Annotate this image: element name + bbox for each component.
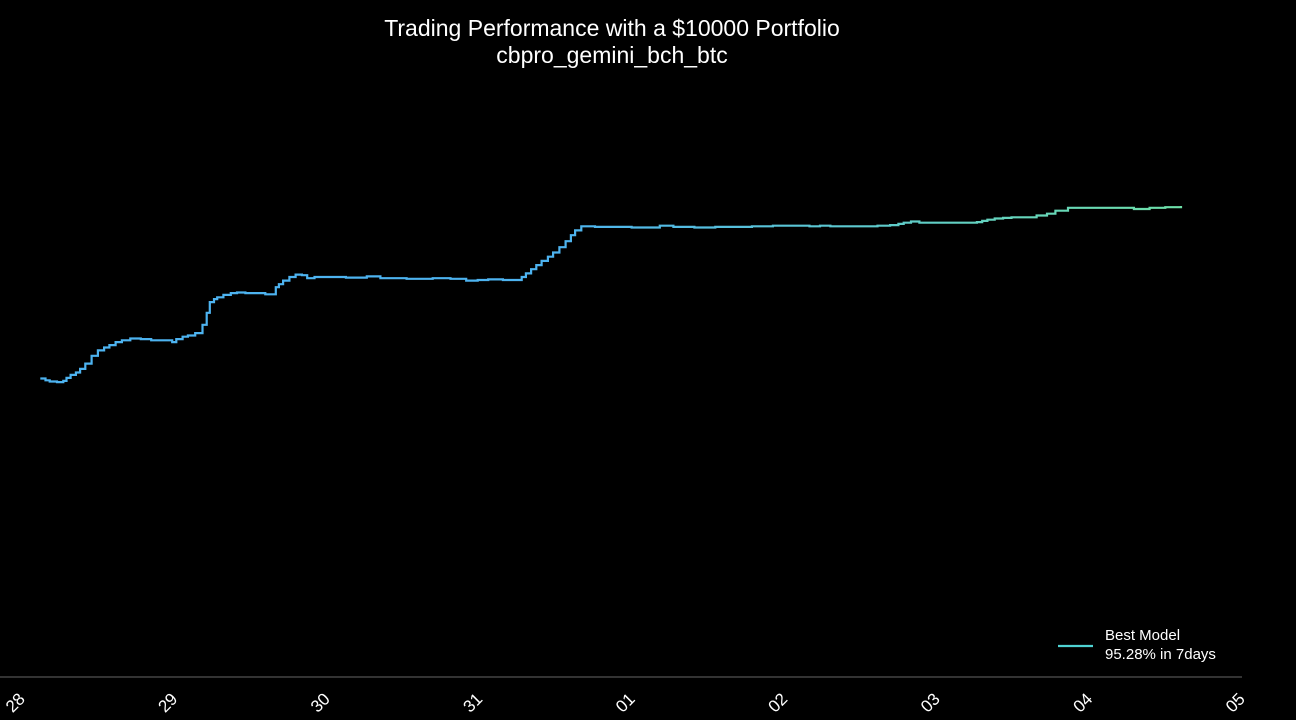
- x-tick-label: 01: [612, 689, 639, 716]
- legend-label-line1: Best Model: [1105, 627, 1180, 644]
- x-tick-label: 05: [1222, 689, 1249, 716]
- chart-title: Trading Performance with a $10000 Portfo…: [384, 15, 840, 41]
- x-axis-tick-labels: 28 29 30 31 01 02 03 04 05: [2, 689, 1249, 716]
- x-tick-label: 04: [1070, 689, 1097, 716]
- x-tick-label: 30: [307, 689, 334, 716]
- legend-label-line2: 95.28% in 7days: [1105, 646, 1216, 663]
- plot-area: [40, 206, 1183, 384]
- legend: Best Model 95.28% in 7days: [1058, 627, 1216, 663]
- series-line: [40, 206, 1183, 384]
- x-tick-label: 02: [765, 689, 792, 716]
- chart-subtitle: cbpro_gemini_bch_btc: [496, 42, 727, 68]
- x-tick-label: 03: [917, 689, 944, 716]
- x-tick-label: 28: [2, 689, 29, 716]
- x-tick-label: 29: [155, 689, 182, 716]
- x-tick-label: 31: [460, 689, 487, 716]
